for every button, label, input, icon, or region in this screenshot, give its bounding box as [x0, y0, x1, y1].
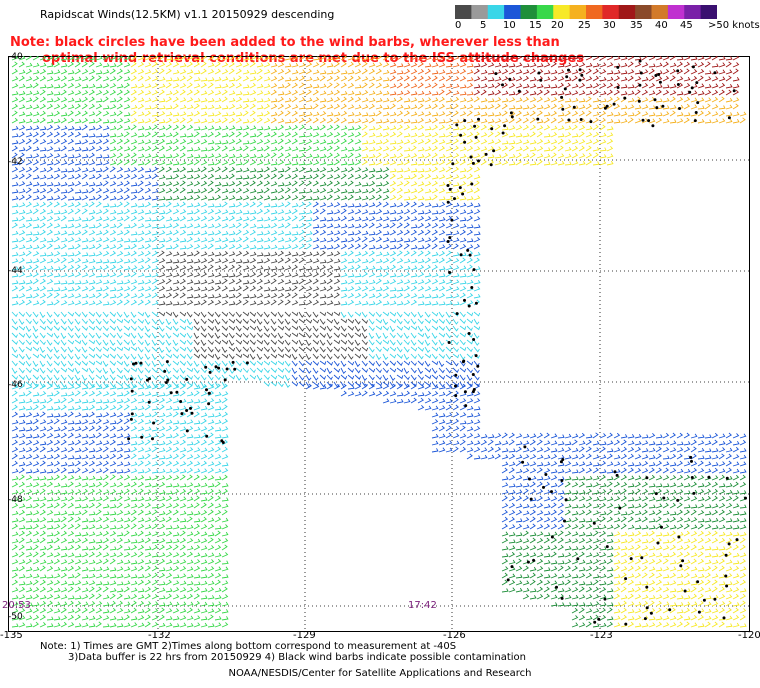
- colorbar-swatch: [520, 5, 538, 19]
- colorbar-swatch: [618, 5, 636, 19]
- colorbar-label: 40: [655, 20, 668, 31]
- wind-barb-group: [473, 56, 740, 96]
- contamination-note: Note: black circles have been added to t…: [10, 35, 584, 67]
- time-right: 17:42: [408, 600, 437, 611]
- colorbar-swatch: [504, 5, 521, 19]
- colorbar-swatch: [586, 5, 603, 19]
- wind-barb-group: [11, 201, 481, 474]
- colorbar-swatch: [569, 5, 587, 19]
- lat-tick-label: -46: [8, 380, 23, 390]
- footnote-line-2: 3)Data buffer is 22 hrs from 20150929 4)…: [68, 652, 526, 663]
- footnote-line-1: Note: 1) Times are GMT 2)Times along bot…: [40, 641, 457, 652]
- lat-tick-label: -50: [8, 612, 23, 622]
- colorbar-swatch: [651, 5, 669, 19]
- map-frame: [8, 56, 750, 632]
- colorbar-swatch: [602, 5, 620, 19]
- credit-line: NOAA/NESDIS/Center for Satellite Applica…: [228, 668, 532, 679]
- wind-barbs-layer: [11, 56, 748, 628]
- colorbar-label: 45: [680, 20, 693, 31]
- note-line-1: Note: black circles have been added to t…: [10, 35, 560, 50]
- colorbar-label: 30: [603, 20, 616, 31]
- colorbar-swatch: [553, 5, 571, 19]
- wind-barb-group: [130, 56, 747, 628]
- footnote: Note: 1) Times are GMT 2)Times along bot…: [40, 641, 526, 663]
- colorbar-swatch: [700, 5, 717, 19]
- colorbar-label: >50 knots: [708, 20, 760, 31]
- wind-speed-colorbar: [455, 5, 717, 19]
- lon-tick-label: -120: [738, 630, 760, 641]
- colorbar-label: 0: [455, 20, 462, 31]
- wind-barb-group: [270, 56, 747, 124]
- wind-barb-group: [158, 166, 747, 628]
- colorbar-swatch: [635, 5, 652, 19]
- colorbar-swatch: [487, 5, 505, 19]
- colorbar-label: 25: [578, 20, 591, 31]
- colorbar-label: 15: [529, 20, 542, 31]
- time-left: 20:53: [2, 600, 31, 611]
- lon-tick-label: -123: [590, 630, 613, 641]
- colorbar-swatch: [471, 5, 489, 19]
- wind-barb-group: [158, 250, 369, 361]
- colorbar-swatch: [667, 5, 685, 19]
- wind-barb-group: [11, 124, 747, 530]
- lon-tick-label: -132: [148, 630, 171, 641]
- wind-barb-map: [8, 56, 750, 632]
- lat-tick-label: -44: [8, 266, 23, 276]
- lon-tick-label: -129: [293, 630, 316, 641]
- colorbar-swatch: [536, 5, 554, 19]
- lat-tick-label: -48: [8, 495, 23, 505]
- colorbar-label: 10: [503, 20, 516, 31]
- colorbar-swatch: [455, 5, 472, 19]
- colorbar-label: 5: [480, 20, 487, 31]
- colorbar-label: 35: [630, 20, 643, 31]
- lon-tick-label: -126: [443, 630, 466, 641]
- note-line-2: optimal wind retrieval conditions are me…: [42, 51, 585, 66]
- map-title: Rapidscat Winds(12.5KM) v1.1 20150929 de…: [40, 8, 335, 21]
- wind-barb-group: [11, 56, 362, 628]
- colorbar-label: 20: [551, 20, 564, 31]
- wind-barb-group: [389, 56, 474, 96]
- lon-tick-label: -135: [0, 630, 23, 641]
- colorbar-swatch: [684, 5, 702, 19]
- lat-tick-label: -40: [8, 52, 23, 62]
- lat-tick-label: -42: [8, 157, 23, 167]
